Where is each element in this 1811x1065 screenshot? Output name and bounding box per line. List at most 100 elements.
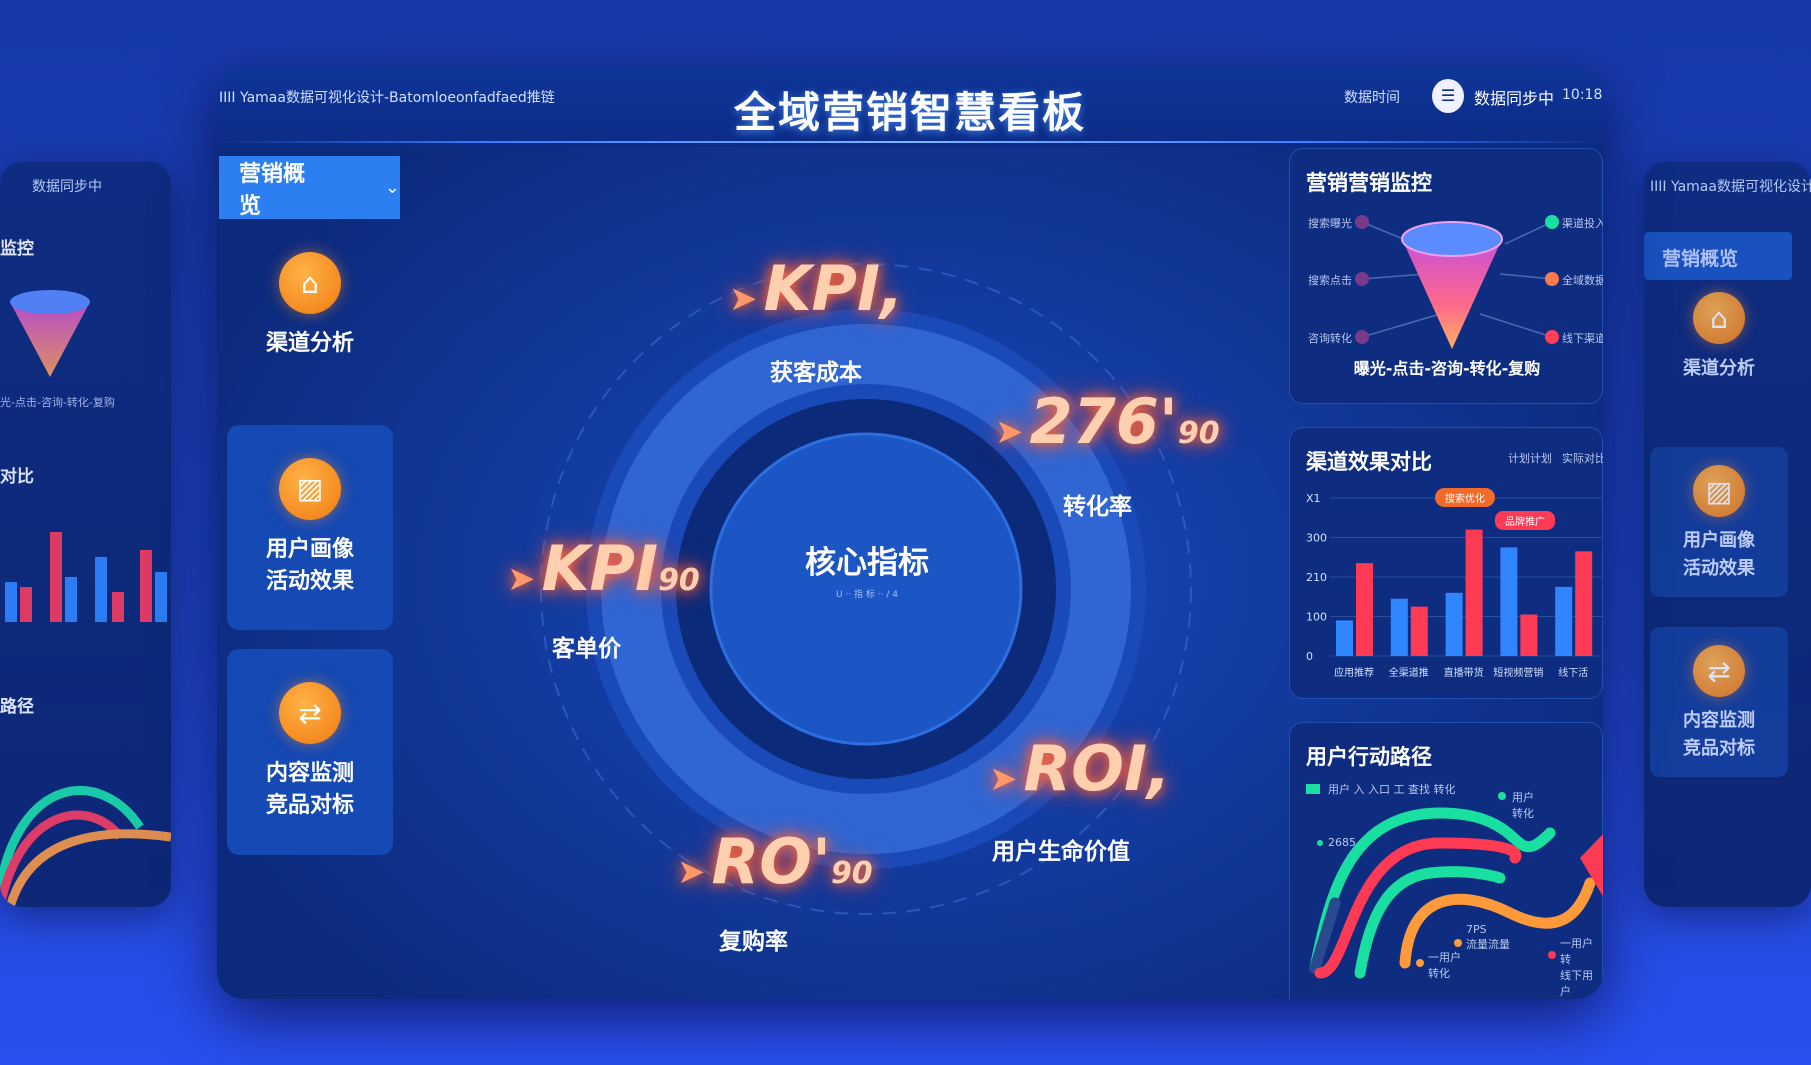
chart-icon: ▨ [279,457,341,520]
path-label: 7PS 流量流量 [1466,923,1510,951]
bar [1465,529,1483,656]
chevron-down-icon: ⌄ [384,177,400,198]
ghost-nav-2: ▨ 用户画像 活动效果 [1650,447,1788,597]
bar [1390,598,1408,656]
funnel-right-label: 线下渠道 [1562,332,1603,345]
nav-label: 内容监测 竞品对标 [265,761,354,818]
badge: 品牌推广 [1495,511,1555,530]
right-preview-panel: IIII Yamaa数据可视化设计-Bate 营销概览 ⌂渠道分析 ▨用户画像 … [1644,162,1811,907]
kpi-ring [540,263,1192,915]
user-avatar-icon[interactable]: ☰ [1432,79,1464,113]
y-tick-label: 300 [1306,532,1327,545]
y-tick-label: 100 [1306,611,1327,624]
ghost-header-text: IIII Yamaa数据可视化设计-Bate [1650,179,1811,195]
x-tick-label: 应用推荐 [1334,666,1374,679]
bar [1500,547,1518,656]
path-legend: 用户 入 入口 工 查找 转化 [1306,781,1455,797]
funnel-right-label: 全域数据 [1562,274,1603,287]
bar [1356,563,1373,656]
path-label: 一用户转 线下用户 [1560,937,1593,998]
kpi-label: 用户生命价值 [992,839,1130,865]
signpost-icon: ⇄ [279,682,341,744]
ghost-funnel [10,290,90,377]
nav-label: 渠道分析 [265,331,354,356]
legend-plan[interactable]: 计划计划 [1508,452,1552,465]
arrow-icon: ➤ [989,759,1018,799]
ghost-funnel-caption: 光-点击-咨询-转化-复购 [0,396,115,409]
x-tick-label: 线下活 [1558,666,1588,679]
bar [1555,586,1573,656]
ghost-nav-1: ⌂ 渠道分析 [1650,292,1788,380]
user-name[interactable]: 数据同步中 [1474,89,1555,108]
arrow-icon: ➤ [507,559,536,599]
panel-title: 营销营销监控 [1306,171,1432,195]
legend-swatch [1306,784,1320,794]
center-title: 核心指标 [805,545,929,581]
kpi-label: 获客成本 [770,360,862,386]
legend-actual[interactable]: 实际对比 [1562,452,1603,465]
dropdown-label: 营销概览 [239,161,306,219]
header-left-text: IIII Yamaa数据可视化设计-Batomloeonfadfaed推链 [219,90,555,106]
kpi-acquisition-cost[interactable]: ➤KPI, [729,252,904,325]
funnel-right-label: 渠道投入 [1562,217,1603,230]
ghost-path-chart [0,786,171,907]
arrow-icon: ➤ [995,412,1024,452]
kpi-conversion-rate[interactable]: ➤276'90 [995,385,1220,458]
path-label: 一用户 转化 [1428,951,1461,980]
nav-item-content-monitor[interactable]: ⇄ 内容监测 竞品对标 [227,649,393,855]
y-tick-label: 210 [1306,571,1327,584]
home-icon: ⌂ [279,252,341,314]
user-path-panel: 用户行动路径 用户 入 入口 工 查找 转化 用户 转化 2685 7PS 流量… [1289,722,1603,999]
path-label: 2685 [1328,836,1356,849]
funnel-chart [1355,215,1559,349]
badge: 搜索优化 [1435,488,1495,507]
ghost-bar-title: 对比 [0,467,34,487]
arrow-icon: ➤ [729,279,758,319]
funnel-panel: 营销营销监控 搜索曝光 搜索点击 咨询转化 渠道投入 全域数据 线下渠道 曝光-… [1289,148,1603,404]
y-tick-label: X1 [1306,492,1321,505]
funnel-caption: 曝光-点击-咨询-转化-复购 [1353,359,1541,378]
center-subtitle: U ·· 指 标 ·· / 4 [836,590,898,600]
header-time: 10:184 [1562,87,1603,103]
ghost-dropdown: 营销概览 [1644,232,1792,280]
data-time-label: 数据时间 [1344,90,1400,106]
channel-bar-panel: 渠道效果对比 计划计划 实际对比 0 100 210 300 X1 应用推荐 全渠道推 直播带… [1289,427,1603,699]
left-preview-panel: 数据同步中 监控 光-点击-咨询-转化-复购 对比 路径 [0,162,171,907]
dashboard-window: IIII Yamaa数据可视化设计-Batomloeonfadfaed推链 全域… [217,67,1603,999]
funnel-left-label: 搜索曝光 [1308,217,1352,230]
bar [1520,614,1538,656]
ghost-bar-chart [5,532,167,622]
header-bar: IIII Yamaa数据可视化设计-Batomloeonfadfaed推链 全域… [217,67,1603,147]
x-tick-label: 直播带货 [1444,666,1484,679]
page-title: 全域营销智慧看板 [733,88,1086,137]
x-tick-label: 短视频营销 [1493,666,1543,679]
bar [1445,592,1463,656]
arrow-icon: ➤ [677,852,706,892]
nav-item-user-profile[interactable]: ▨ 用户画像 活动效果 [227,425,393,630]
ghost-user: 数据同步中 [32,179,102,195]
nav-label: 用户画像 活动效果 [265,536,354,594]
nav-item-channel-analysis[interactable]: ⌂ 渠道分析 [227,231,393,381]
overview-dropdown[interactable]: 营销概览 ⌄ [219,156,400,219]
kpi-lifetime-value[interactable]: ➤ROI, [989,732,1171,805]
kpi-avg-order-value[interactable]: ➤KPI90 [507,532,700,605]
bar-chart: 0 100 210 300 X1 应用推荐 全渠道推 直播带货 短视频营销 线下活 [1306,492,1603,679]
funnel-left-label: 咨询转化 [1308,332,1352,345]
panel-title: 渠道效果对比 [1306,450,1432,474]
bar [1410,606,1428,656]
ghost-title: 监控 [0,239,34,259]
kpi-repurchase-rate[interactable]: ➤RO'90 [677,825,873,898]
bar [1575,551,1593,656]
panel-title: 用户行动路径 [1306,745,1432,769]
funnel-left-label: 搜索点击 [1308,274,1352,287]
kpi-label: 复购率 [719,929,788,955]
path-label: 用户 转化 [1512,791,1534,820]
path-chart [1309,792,1603,979]
y-tick-label: 0 [1306,650,1313,663]
x-tick-label: 全渠道推 [1389,666,1429,679]
ghost-path-title: 路径 [0,697,34,717]
header-divider [217,141,1603,143]
bar [1336,620,1353,656]
ghost-nav-3: ⇄ 内容监测 竞品对标 [1650,627,1788,777]
kpi-label: 转化率 [1063,494,1132,520]
